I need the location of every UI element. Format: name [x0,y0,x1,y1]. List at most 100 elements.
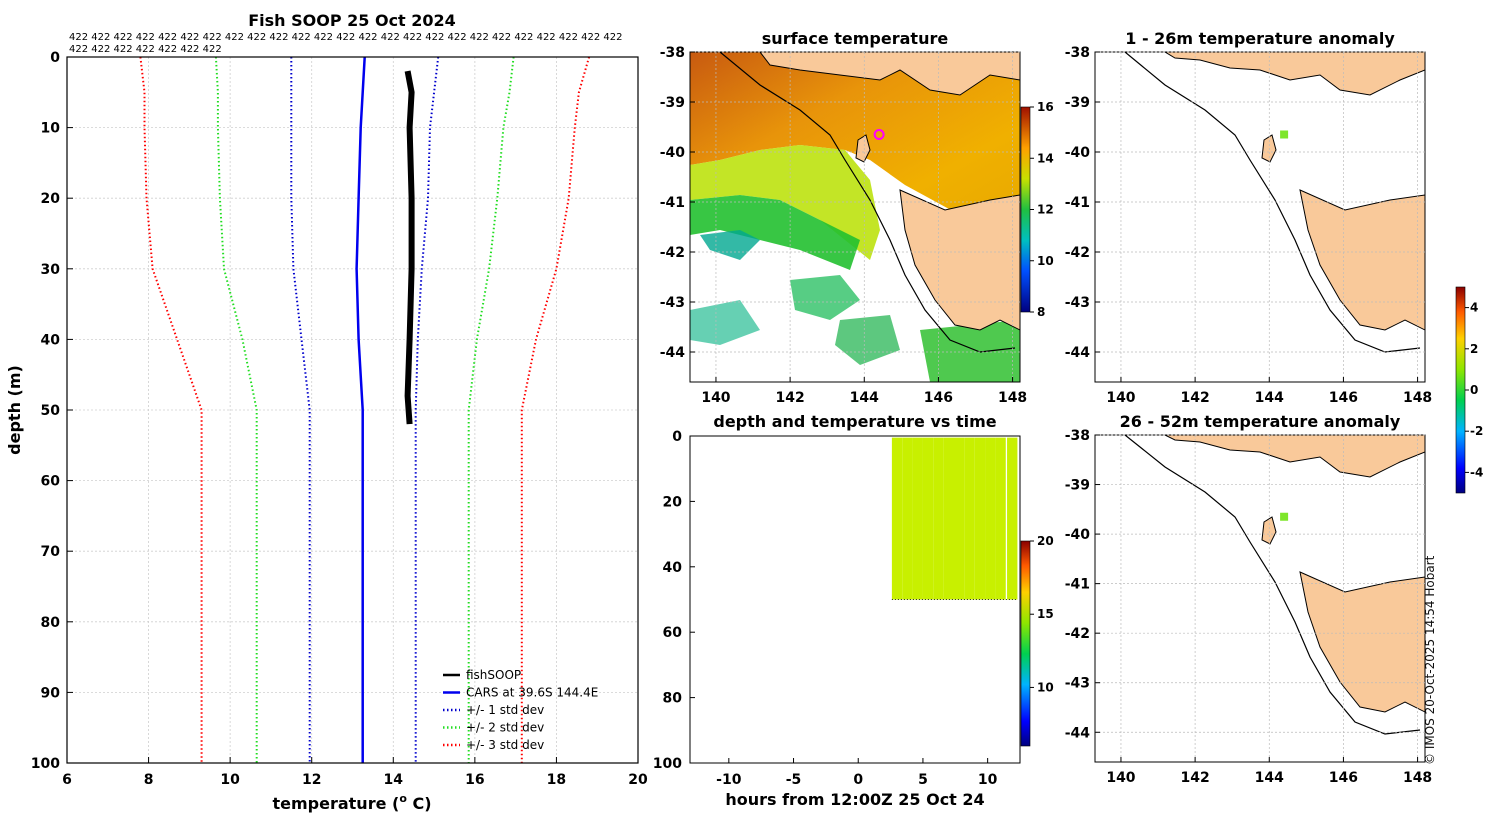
depth-time-colorbar-label: 20 [1037,534,1054,548]
profile-x-tick-label: 6 [62,772,72,788]
anomaly-2-lat-label: -40 [1065,527,1091,543]
anomaly-colorbar-label: -2 [1470,424,1483,438]
depth-time-title: depth and temperature vs time [713,412,996,431]
anomaly-1-lat-label: -39 [1065,95,1090,111]
depth-time-cast-2 [912,437,923,600]
sst-lat-label: -43 [660,295,685,311]
anomaly-map-1-ticks: 140 142 144 146 148 -38 -39 -40 -41 -42 -43 -44 [1065,45,1432,406]
profile-y-tick-label: 100 [31,756,60,772]
sst-lat-label: -38 [660,45,685,61]
profile-y-tick-label: 40 [41,332,61,348]
profile-series-line-1 [355,57,366,763]
sst-lon-label: 148 [998,390,1027,406]
sample-location-marker [873,129,885,140]
sst-lat-label: -39 [660,95,685,111]
depth-time-cast-7 [964,437,975,600]
profile-x-tick-label: 16 [465,772,484,788]
depth-time-x-label: 10 [978,772,998,788]
legend-label-3: +/- 2 std dev [466,721,544,735]
depth-time-cast-5 [943,437,954,600]
depth-time-y-label: 100 [653,756,682,772]
profile-sample-counts-line1: 422 422 422 422 422 422 422 422 422 422 … [69,32,622,43]
sst-lat-label: -42 [660,245,685,261]
profile-y-tick-label: 50 [41,403,61,419]
anomaly-colorbar-label: -4 [1470,465,1483,479]
mainland-land [759,52,1020,96]
anomaly-1-lon-label: 140 [1106,390,1135,406]
profile-series-line-0 [404,70,415,425]
shelf-contour [719,52,1016,353]
profile-x-tick-label: 18 [547,772,566,788]
sst-map-title: surface temperature [762,29,949,48]
depth-time-y-label: 0 [672,429,682,445]
sst-colorbar-label: 8 [1037,305,1045,319]
anomaly-map-1-title: 1 - 26m temperature anomaly [1125,29,1395,48]
depth-time-x-label: 0 [853,772,863,788]
sst-lon-label: 146 [924,390,953,406]
warm-water-region [690,52,1020,240]
anomaly-1-lat-label: -40 [1065,145,1091,161]
depth-time-xlabel: hours from 12:00Z 25 Oct 24 [725,790,984,809]
profile-series [139,57,591,763]
sst-map-ticks: 140 142 144 146 148 -38 -39 -40 -41 -42 -43 -44 [660,45,1027,406]
anomaly-2-lat-label: -38 [1065,428,1090,444]
anomaly-colorbar-label: 4 [1470,301,1478,315]
depth-time-chart: depth and temperature vs time -10 -5 0 5 100… [653,412,1054,809]
anomaly-1-lon-label: 142 [1180,390,1209,406]
profile-title: Fish SOOP 25 Oct 2024 [248,11,456,30]
sst-lat-label: -41 [660,195,685,211]
profile-series-line-4 [139,57,203,763]
sst-colorbar-label: 16 [1037,100,1054,114]
depth-time-y-label: 80 [663,691,683,707]
anomaly-map-1-field [1124,52,1425,353]
depth-time-cast-4 [933,437,944,600]
anomaly-colorbar-label: 2 [1470,342,1478,356]
depth-time-colorbar-ticks: 10 15 20 [1030,534,1054,694]
anomaly-2-lon-label: 148 [1403,770,1432,786]
anomaly-2-lon-label: 142 [1180,770,1209,786]
profile-y-tick-label: 20 [41,191,61,207]
anomaly-colorbar [1455,286,1466,494]
profile-chart: Fish SOOP 25 Oct 2024 422 422 422 422 42… [5,11,648,813]
anomaly-1-lat-label: -43 [1065,295,1090,311]
anomaly-map-26-52m: 26 - 52m temperature anomaly 140 142 144 14… [1065,412,1432,786]
anomaly-1-lat-label: -41 [1065,195,1090,211]
king-island [855,134,871,163]
depth-time-cast-0 [891,437,903,600]
depth-time-colorbar-label: 10 [1037,680,1054,694]
sst-colorbar-label: 14 [1037,151,1054,165]
imos-credit: © IMOS 20-Oct-2025 14:54 Hobart [1423,555,1437,765]
sst-map-field [690,52,1020,382]
legend-label-4: +/- 3 std dev [466,738,544,752]
anomaly-map-1-26m: 1 - 26m temperature anomaly 140 142 144 146… [1065,29,1432,406]
profile-y-tick-label: 10 [41,121,61,137]
profile-y-tick-label: 90 [41,685,61,701]
profile-ylabel: depth (m) [5,365,24,455]
profile-grid [66,56,639,764]
profile-y-tick-label: 80 [41,615,61,631]
depth-time-cast-10 [995,437,1006,600]
anomaly-2-lat-label: -41 [1065,577,1090,593]
anomaly-1-lon-label: 146 [1329,390,1358,406]
anomaly-2-lon-label: 140 [1106,770,1135,786]
anomaly-1-lon-label: 144 [1255,390,1284,406]
profile-legend: fishSOOP CARS at 39.6S 144.4E +/- 1 std de… [443,668,598,752]
depth-time-points [891,437,1018,600]
depth-time-cast-6 [954,437,965,600]
depth-time-axes-box [689,435,1021,764]
cool-water-region [690,195,860,270]
sst-lon-label: 142 [775,390,804,406]
anomaly-2-sample-marker [1280,512,1289,521]
depth-time-x-label: -5 [786,772,802,788]
anomaly-2-lon-label: 144 [1255,770,1284,786]
anomaly-2-lat-label: -39 [1065,478,1090,494]
profile-series-line-upper-2 [414,57,440,763]
depth-time-colorbar [1020,540,1031,747]
anomaly-1-lat-label: -42 [1065,245,1090,261]
depth-time-cast-1 [902,437,913,600]
anomaly-2-lat-label: -44 [1065,725,1091,741]
profile-y-tick-label: 70 [41,544,61,560]
profile-y-tick-label: 60 [41,474,61,490]
profile-y-tick-label: 0 [50,50,60,66]
